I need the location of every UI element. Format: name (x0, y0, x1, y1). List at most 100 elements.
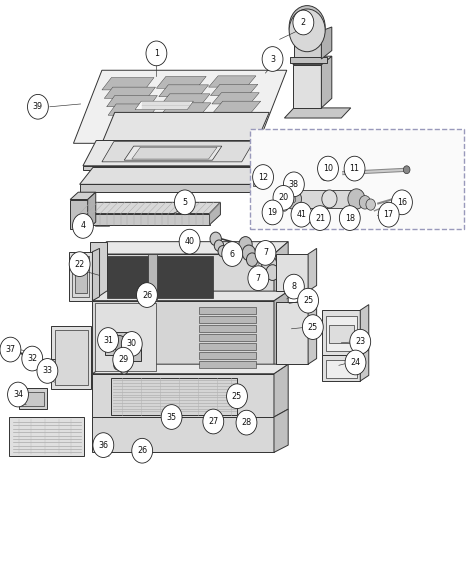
Polygon shape (80, 202, 220, 214)
Text: 35: 35 (166, 413, 177, 422)
Polygon shape (92, 301, 274, 374)
Polygon shape (92, 417, 274, 452)
Polygon shape (107, 256, 213, 298)
Circle shape (283, 172, 304, 197)
Circle shape (348, 189, 365, 209)
Circle shape (322, 190, 337, 208)
Text: 11: 11 (349, 164, 360, 173)
Text: 25: 25 (308, 323, 318, 332)
Polygon shape (92, 248, 100, 301)
Polygon shape (274, 409, 288, 452)
Circle shape (350, 329, 371, 354)
Circle shape (248, 266, 269, 291)
Circle shape (242, 245, 255, 261)
Text: 16: 16 (397, 198, 407, 207)
Polygon shape (293, 65, 321, 108)
Polygon shape (212, 93, 259, 104)
Circle shape (227, 384, 247, 409)
Circle shape (93, 433, 114, 457)
Circle shape (203, 409, 224, 434)
Circle shape (113, 347, 134, 372)
Text: 25: 25 (303, 296, 313, 305)
Polygon shape (322, 310, 360, 355)
Polygon shape (70, 192, 96, 200)
Circle shape (281, 202, 288, 211)
Polygon shape (102, 142, 254, 162)
Text: 31: 31 (103, 336, 113, 345)
Text: 5: 5 (182, 198, 187, 207)
Polygon shape (322, 355, 360, 381)
Circle shape (269, 210, 276, 217)
Circle shape (27, 94, 48, 119)
Circle shape (69, 252, 90, 277)
Circle shape (296, 211, 303, 219)
Bar (21, 392, 44, 406)
Polygon shape (124, 146, 222, 160)
Text: 2: 2 (301, 18, 306, 27)
Text: 38: 38 (289, 180, 299, 189)
Circle shape (291, 202, 312, 227)
Circle shape (255, 174, 264, 185)
Bar (326, 316, 357, 351)
Bar (199, 325, 256, 332)
Polygon shape (293, 190, 356, 208)
Circle shape (262, 47, 283, 71)
Polygon shape (102, 112, 269, 143)
Circle shape (262, 200, 283, 225)
Polygon shape (92, 242, 288, 254)
Text: 3: 3 (270, 55, 275, 64)
Polygon shape (209, 76, 256, 87)
Polygon shape (210, 202, 220, 225)
Circle shape (8, 382, 28, 407)
Circle shape (295, 13, 319, 41)
Polygon shape (69, 252, 92, 301)
Circle shape (255, 241, 276, 265)
Circle shape (380, 207, 386, 215)
Bar (290, 57, 327, 63)
Bar (326, 360, 357, 378)
Circle shape (114, 361, 121, 370)
Circle shape (386, 204, 393, 212)
Circle shape (318, 156, 338, 181)
Polygon shape (95, 303, 156, 371)
Circle shape (316, 214, 324, 223)
Circle shape (345, 350, 366, 375)
Text: 19: 19 (267, 208, 278, 217)
Polygon shape (92, 374, 274, 417)
Polygon shape (70, 200, 88, 229)
Text: 4: 4 (81, 221, 85, 230)
Polygon shape (135, 101, 193, 110)
Text: 25: 25 (232, 392, 242, 401)
Polygon shape (274, 364, 288, 417)
Text: 30: 30 (127, 339, 137, 348)
Bar (199, 334, 256, 341)
Circle shape (298, 288, 319, 313)
Bar (75, 260, 87, 293)
Circle shape (120, 365, 128, 374)
Bar (199, 343, 256, 350)
Circle shape (320, 170, 329, 180)
Polygon shape (360, 350, 369, 381)
Text: 7: 7 (256, 274, 261, 283)
Text: 6: 6 (230, 250, 235, 259)
Text: 37: 37 (5, 345, 16, 354)
Polygon shape (9, 417, 84, 456)
Polygon shape (108, 104, 159, 115)
Circle shape (283, 274, 304, 299)
Polygon shape (156, 76, 206, 88)
Polygon shape (284, 108, 351, 118)
Circle shape (394, 193, 402, 202)
Polygon shape (321, 56, 332, 108)
Text: 28: 28 (241, 418, 252, 427)
Polygon shape (251, 167, 264, 192)
Text: 32: 32 (27, 354, 37, 363)
Circle shape (287, 279, 299, 294)
Polygon shape (276, 302, 308, 364)
Circle shape (222, 242, 243, 266)
Polygon shape (293, 56, 332, 65)
Circle shape (344, 156, 365, 181)
Text: 20: 20 (278, 193, 289, 202)
Circle shape (378, 202, 399, 227)
Circle shape (22, 346, 43, 371)
Circle shape (310, 206, 330, 230)
